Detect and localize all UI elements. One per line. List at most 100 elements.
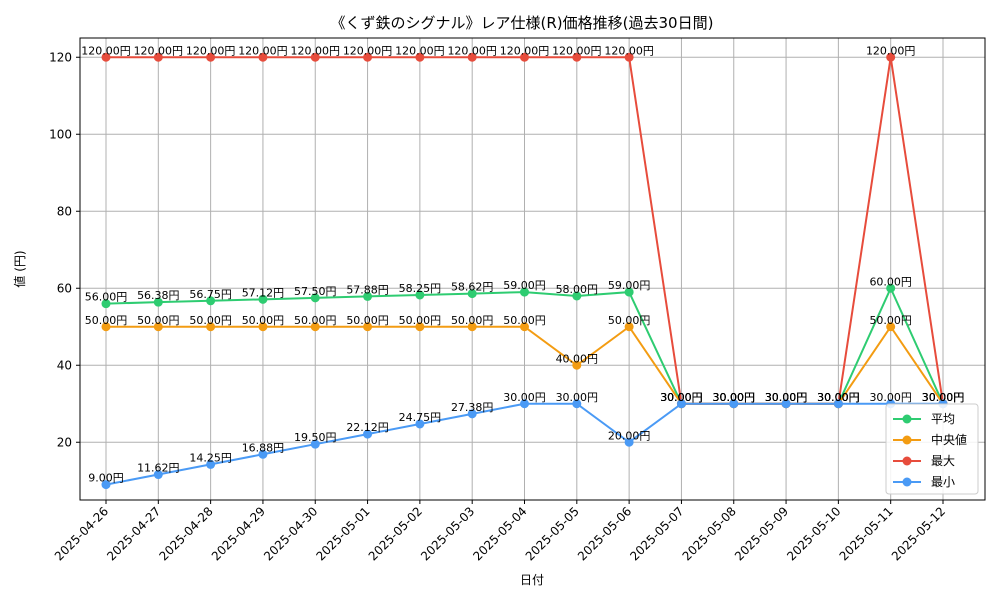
data-point: [520, 399, 529, 409]
data-point: [415, 419, 425, 429]
data-label: 120.00円: [604, 44, 654, 57]
data-label: 30.00円: [660, 391, 703, 404]
data-point: [363, 429, 373, 439]
data-label: 60.00円: [869, 275, 912, 288]
data-point: [363, 291, 373, 301]
data-point: [258, 322, 268, 332]
data-label: 16.88円: [242, 441, 285, 454]
data-label: 59.00円: [503, 279, 546, 292]
x-tick-label: 2025-05-12: [889, 504, 948, 563]
data-label: 11.62円: [137, 462, 180, 475]
data-point: [415, 322, 425, 332]
data-label: 58.00円: [556, 283, 599, 296]
y-axis-ticks: 20 40 60 80 100 120: [49, 50, 80, 449]
data-point: [781, 399, 791, 409]
x-tick-label: 2025-05-04: [470, 504, 529, 563]
data-label: 30.00円: [660, 391, 703, 404]
series-layer: [101, 52, 948, 490]
x-tick-label: 2025-04-29: [209, 504, 268, 563]
legend-entry: 最大: [931, 454, 955, 468]
data-label: 120.00円: [343, 44, 393, 57]
data-point: [572, 52, 582, 62]
data-label: 24.75円: [399, 411, 442, 424]
data-label: 30.00円: [922, 391, 965, 404]
data-label: 50.00円: [451, 314, 494, 327]
data-point: [206, 459, 216, 469]
data-point: [153, 470, 163, 480]
x-tick-label: 2025-05-03: [418, 504, 477, 563]
legend-swatch-marker: [902, 456, 912, 466]
data-label: 30.00円: [713, 391, 756, 404]
x-tick-label: 2025-05-07: [627, 504, 686, 563]
data-label: 30.00円: [922, 391, 965, 404]
data-label: 30.00円: [556, 391, 599, 404]
y-tick-label: 20: [57, 435, 72, 449]
data-label: 30.00円: [660, 391, 703, 404]
x-tick-label: 2025-05-02: [366, 504, 425, 563]
data-point: [310, 293, 320, 303]
legend-entry: 中央値: [931, 432, 967, 447]
data-label: 120.00円: [552, 44, 602, 57]
data-point: [676, 399, 686, 409]
data-point: [572, 291, 582, 301]
data-label: 50.00円: [137, 314, 180, 327]
y-tick-label: 120: [49, 50, 72, 64]
data-label: 30.00円: [869, 391, 912, 404]
legend-entry: 最小: [931, 475, 955, 489]
data-point: [363, 52, 373, 62]
legend-swatch-marker: [902, 435, 912, 445]
data-label: 22.12円: [346, 421, 389, 434]
data-label: 30.00円: [503, 391, 546, 404]
chart-title: 《くず鉄のシグナル》レア仕様(R)価格推移(過去30日間): [331, 14, 714, 32]
plot-area-frame: [79, 37, 986, 501]
data-labels: 56.00円 56.38円 56.75円 57.12円 57.50円 57.88円 58.2…: [81, 44, 964, 484]
data-point: [886, 283, 896, 293]
data-point: [101, 52, 111, 62]
data-label: 30.00円: [660, 391, 703, 404]
data-label: 14.25円: [189, 451, 232, 464]
data-point: [153, 322, 163, 332]
data-point: [624, 437, 634, 447]
x-tick-label: 2025-05-06: [575, 504, 634, 563]
data-label: 50.00円: [242, 314, 285, 327]
data-point: [833, 399, 843, 409]
data-point: [520, 287, 529, 297]
x-tick-label: 2025-04-28: [157, 504, 216, 563]
data-label: 50.00円: [189, 314, 232, 327]
y-tick-label: 40: [57, 358, 72, 372]
data-label: 56.00円: [85, 291, 128, 304]
data-label: 30.00円: [817, 391, 860, 404]
data-label: 57.88円: [346, 283, 389, 296]
data-label: 30.00円: [817, 391, 860, 404]
legend-swatch-marker: [902, 414, 912, 424]
x-tick-label: 2025-05-05: [523, 504, 582, 563]
data-label: 30.00円: [713, 391, 756, 404]
data-point: [467, 409, 477, 419]
x-tick-label: 2025-05-01: [313, 504, 372, 563]
data-label: 30.00円: [765, 391, 808, 404]
data-point: [153, 52, 163, 62]
data-point: [624, 52, 634, 62]
data-label: 120.00円: [866, 44, 916, 57]
data-label: 56.75円: [189, 288, 232, 301]
data-point: [101, 299, 111, 309]
data-label: 120.00円: [238, 44, 288, 57]
data-label: 58.62円: [451, 281, 494, 294]
x-tick-label: 2025-04-26: [52, 504, 111, 563]
data-point: [572, 360, 582, 370]
data-label: 30.00円: [765, 391, 808, 404]
data-label: 50.00円: [503, 314, 546, 327]
data-label: 50.00円: [608, 314, 651, 327]
x-tick-label: 2025-05-11: [837, 504, 896, 563]
data-label: 50.00円: [294, 314, 337, 327]
data-label: 59.00円: [608, 279, 651, 292]
y-axis-label: 値 (円): [12, 250, 27, 287]
data-label: 20.00円: [608, 429, 651, 442]
data-point: [153, 297, 163, 307]
x-tick-label: 2025-05-09: [732, 504, 791, 563]
data-point: [258, 294, 268, 304]
data-label: 120.00円: [447, 44, 497, 57]
data-point: [206, 296, 216, 306]
data-label: 50.00円: [399, 314, 442, 327]
